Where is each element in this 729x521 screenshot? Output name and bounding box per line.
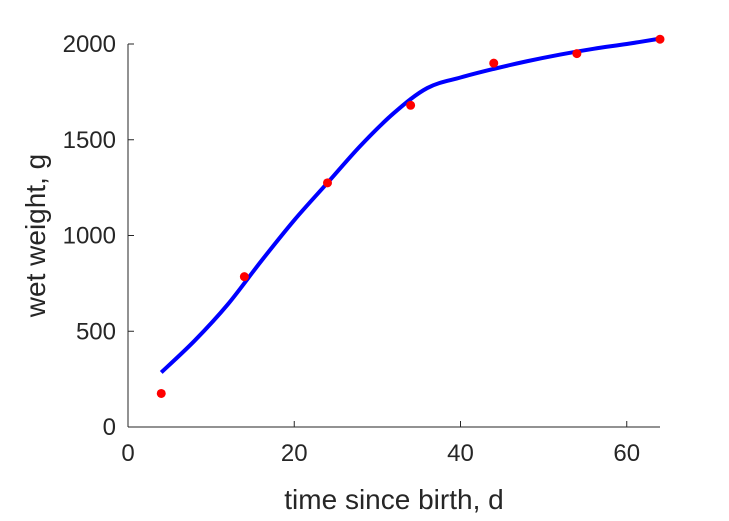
data-point [323, 178, 332, 188]
x-tick-label: 20 [281, 440, 308, 467]
y-ticks: 0 500 1000 1500 2000 [63, 31, 134, 441]
y-tick-label: 1000 [63, 223, 116, 250]
data-point [156, 388, 166, 398]
y-tick-label: 500 [76, 318, 116, 345]
y-axis-label: wet weight, g [20, 154, 51, 318]
x-axis-label: time since birth, d [284, 484, 503, 515]
x-tick-label: 0 [121, 440, 134, 467]
y-tick-label: 2000 [63, 31, 116, 58]
data-point [655, 34, 665, 44]
data-point [239, 272, 249, 282]
plot-series [156, 34, 665, 398]
data-point [489, 58, 499, 68]
y-tick-label: 0 [103, 414, 116, 441]
x-tick-label: 40 [447, 440, 474, 467]
x-tick-label: 60 [613, 440, 640, 467]
x-ticks: 0 20 40 60 [121, 421, 640, 467]
data-point [572, 49, 582, 59]
data-point [406, 100, 416, 110]
y-tick-label: 1500 [63, 127, 116, 154]
